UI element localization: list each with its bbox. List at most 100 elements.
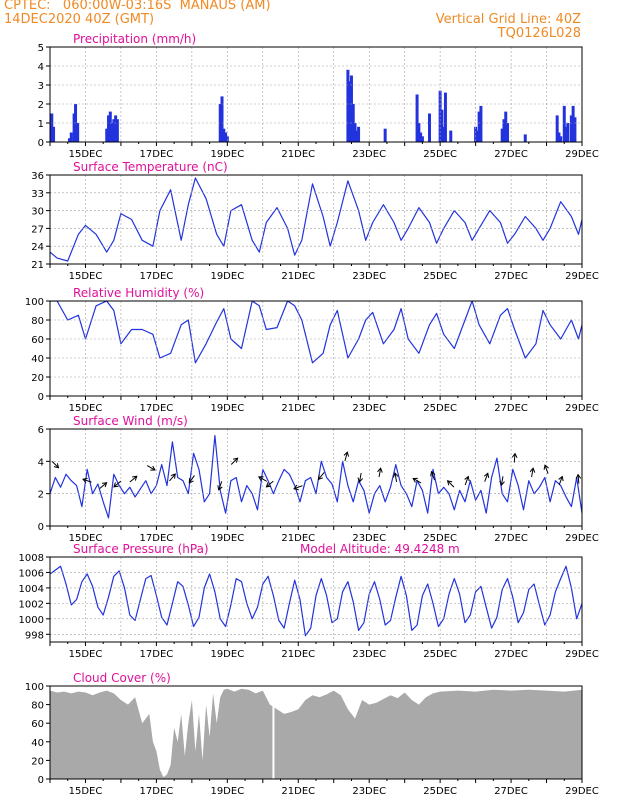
- wind-arrow: [575, 473, 582, 484]
- wind-arrow-head: [150, 465, 156, 471]
- precip-bar: [357, 126, 361, 142]
- header-station: CPTEC: 060:00W-03:16S MANAUS (AM): [4, 0, 271, 13]
- wind-arrow-shaft: [500, 476, 504, 486]
- precip-bar: [443, 92, 447, 142]
- wind-line: [50, 434, 582, 519]
- y-tick-label: 1006: [19, 568, 44, 579]
- y-tick-label: 0: [38, 522, 44, 533]
- x-tick-label: 23DEC: [352, 533, 386, 544]
- y-tick-label: 40: [31, 354, 44, 365]
- y-tick-label: 0: [38, 138, 44, 149]
- wind-arrow-shaft: [230, 457, 238, 465]
- precip-bar: [504, 111, 508, 142]
- cloud-gap: [272, 686, 275, 779]
- precip-bar: [569, 115, 573, 142]
- y-tick-label: 4: [38, 457, 44, 468]
- wind-arrow-shaft: [146, 465, 156, 471]
- y-tick-label: 3: [38, 81, 44, 92]
- wind-arrow: [99, 482, 108, 489]
- precip-bar: [555, 115, 559, 142]
- x-tick-label: 15DEC: [69, 786, 103, 797]
- x-tick-label: 17DEC: [140, 271, 174, 282]
- wind-arrow-head: [499, 480, 505, 487]
- panel-title: Relative Humidity (%): [73, 286, 204, 300]
- precip-bar: [110, 123, 114, 142]
- y-tick-label: 60: [31, 335, 44, 346]
- wind-arrow: [265, 480, 274, 488]
- precip-bar: [383, 128, 387, 142]
- data-layer-precip: [50, 69, 577, 142]
- precip-bar: [523, 134, 527, 142]
- x-tick-label: 27DEC: [494, 149, 528, 160]
- wind-arrow: [169, 473, 176, 482]
- y-tick-label: 36: [31, 171, 44, 182]
- y-tick-label: 1004: [19, 584, 44, 595]
- panel-press: 998 1000 1002 1004 1006 1008 15DEC 17DEC 19DEC 21…: [19, 542, 599, 660]
- y-tick-label: 20: [31, 756, 44, 767]
- x-tick-label: 19DEC: [210, 533, 244, 544]
- wind-arrow-head: [464, 475, 470, 482]
- precip-bar: [474, 126, 478, 142]
- x-tick-label: 25DEC: [423, 533, 457, 544]
- wind-arrow-shaft: [531, 468, 534, 478]
- precip-bar: [107, 115, 111, 142]
- precip-bar: [566, 123, 570, 142]
- wind-arrow: [377, 467, 383, 478]
- x-tick-label: 29DEC: [565, 786, 599, 797]
- wind-arrow-shaft: [344, 452, 348, 461]
- precip-bar: [417, 123, 421, 142]
- wind-arrow-shaft: [464, 476, 469, 486]
- data-layer-wind: [50, 434, 582, 519]
- y-tick-label: 0: [38, 392, 44, 403]
- y-tick-label: 1: [38, 119, 44, 130]
- wind-arrow-head: [170, 473, 176, 479]
- wind-arrow: [529, 467, 536, 478]
- panel-precip: 0 1 2 3 4 5 15DEC 17DEC 19DEC 21DEC 23DEC 25DEC 27DE…: [38, 32, 599, 160]
- precip-bar: [500, 128, 504, 142]
- x-tick-label: 15DEC: [69, 649, 103, 660]
- wind-arrow: [343, 451, 350, 461]
- wind-arrow: [146, 465, 156, 471]
- wind-arrow: [317, 472, 325, 481]
- panel-frame: [49, 428, 583, 527]
- wind-arrow: [230, 457, 239, 465]
- precip-bar: [502, 119, 506, 142]
- x-tick-label: 25DEC: [423, 649, 457, 660]
- y-tick-label: 0: [38, 775, 44, 786]
- x-tick-label: 27DEC: [494, 403, 528, 414]
- precip-bar: [559, 136, 563, 142]
- x-tick-label: 27DEC: [494, 271, 528, 282]
- header-date: 14DEC2020 40Z (GMT): [4, 12, 155, 27]
- y-tick-label: 40: [31, 738, 44, 749]
- precip-bar: [348, 81, 352, 142]
- panel-title: Surface Temperature (nC): [73, 160, 228, 174]
- precip-bar: [506, 123, 510, 142]
- panel-frame: [49, 174, 583, 265]
- data-layer-temp: [50, 177, 582, 262]
- x-tick-label: 23DEC: [352, 786, 386, 797]
- wind-arrow-shaft: [544, 465, 549, 474]
- x-tick-label: 17DEC: [140, 403, 174, 414]
- wind-arrow: [511, 452, 518, 463]
- y-tick-label: 33: [31, 189, 44, 200]
- x-tick-label: 25DEC: [423, 403, 457, 414]
- panel-title: Cloud Cover (%): [73, 671, 171, 685]
- y-tick-label: 21: [31, 260, 44, 271]
- precip-bar: [355, 130, 359, 142]
- panel-title: Precipitation (mm/h): [73, 32, 196, 46]
- x-tick-label: 21DEC: [281, 149, 315, 160]
- precip-bar: [440, 109, 444, 142]
- wind-arrow-shaft: [266, 480, 274, 488]
- wind-arrow-head: [265, 482, 272, 488]
- wind-arrow: [558, 475, 564, 486]
- precip-bar: [475, 130, 479, 142]
- wind-arrow-shaft: [513, 453, 516, 463]
- wind-arrow: [258, 476, 267, 482]
- wind-arrow-head: [483, 472, 490, 478]
- wind-arrow: [217, 481, 223, 491]
- wind-arrow-shaft: [318, 472, 325, 480]
- y-tick-label: 80: [31, 701, 44, 712]
- x-tick-label: 27DEC: [494, 533, 528, 544]
- panel-annotation: Model Altitude: 49.4248 m: [300, 542, 460, 556]
